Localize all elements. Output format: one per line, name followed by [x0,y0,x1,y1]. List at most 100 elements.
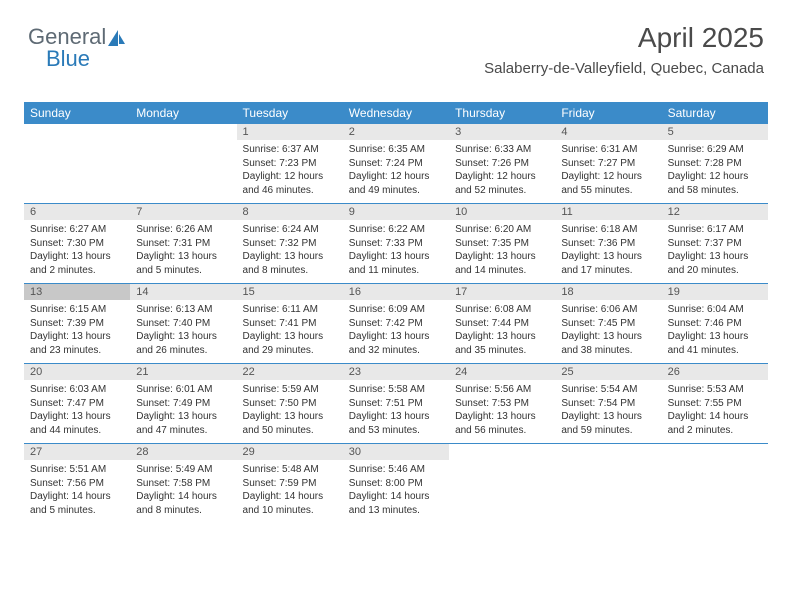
sunrise-text: Sunrise: 6:11 AM [243,303,337,317]
sunset-text: Sunset: 7:30 PM [30,237,124,251]
day-cell: 5Sunrise: 6:29 AMSunset: 7:28 PMDaylight… [662,124,768,203]
daylight-text: Daylight: 14 hours and 8 minutes. [136,490,230,517]
empty-day-cell [555,444,661,523]
day-number: 13 [24,284,130,300]
daylight-text: Daylight: 12 hours and 52 minutes. [455,170,549,197]
sunrise-text: Sunrise: 6:35 AM [349,143,443,157]
daylight-text: Daylight: 14 hours and 2 minutes. [668,410,762,437]
day-body: Sunrise: 6:13 AMSunset: 7:40 PMDaylight:… [130,300,236,363]
sunset-text: Sunset: 7:45 PM [561,317,655,331]
sunset-text: Sunset: 7:41 PM [243,317,337,331]
week-row: 27Sunrise: 5:51 AMSunset: 7:56 PMDayligh… [24,443,768,523]
daylight-text: Daylight: 13 hours and 17 minutes. [561,250,655,277]
day-number: 25 [555,364,661,380]
day-body: Sunrise: 6:15 AMSunset: 7:39 PMDaylight:… [24,300,130,363]
sunrise-text: Sunrise: 5:49 AM [136,463,230,477]
day-body: Sunrise: 6:35 AMSunset: 7:24 PMDaylight:… [343,140,449,203]
sunrise-text: Sunrise: 6:33 AM [455,143,549,157]
day-body: Sunrise: 5:58 AMSunset: 7:51 PMDaylight:… [343,380,449,443]
day-body: Sunrise: 6:26 AMSunset: 7:31 PMDaylight:… [130,220,236,283]
day-number: 28 [130,444,236,460]
weekday-header-row: SundayMondayTuesdayWednesdayThursdayFrid… [24,102,768,124]
sunset-text: Sunset: 7:46 PM [668,317,762,331]
day-number: 6 [24,204,130,220]
sunrise-text: Sunrise: 5:58 AM [349,383,443,397]
day-body: Sunrise: 6:20 AMSunset: 7:35 PMDaylight:… [449,220,555,283]
day-cell: 22Sunrise: 5:59 AMSunset: 7:50 PMDayligh… [237,364,343,443]
sunset-text: Sunset: 7:26 PM [455,157,549,171]
daylight-text: Daylight: 13 hours and 35 minutes. [455,330,549,357]
daylight-text: Daylight: 13 hours and 38 minutes. [561,330,655,357]
day-number: 15 [237,284,343,300]
logo-sail-icon [108,30,126,46]
day-body: Sunrise: 6:06 AMSunset: 7:45 PMDaylight:… [555,300,661,363]
sunrise-text: Sunrise: 6:08 AM [455,303,549,317]
day-cell: 24Sunrise: 5:56 AMSunset: 7:53 PMDayligh… [449,364,555,443]
daylight-text: Daylight: 13 hours and 23 minutes. [30,330,124,357]
sunrise-text: Sunrise: 6:17 AM [668,223,762,237]
location-subtitle: Salaberry-de-Valleyfield, Quebec, Canada [484,60,764,77]
day-number: 27 [24,444,130,460]
empty-day-cell [662,444,768,523]
daylight-text: Daylight: 14 hours and 13 minutes. [349,490,443,517]
weekday-header-cell: Monday [130,106,236,120]
day-cell: 18Sunrise: 6:06 AMSunset: 7:45 PMDayligh… [555,284,661,363]
sunrise-text: Sunrise: 6:31 AM [561,143,655,157]
day-number: 4 [555,124,661,140]
sunset-text: Sunset: 7:40 PM [136,317,230,331]
day-body: Sunrise: 6:37 AMSunset: 7:23 PMDaylight:… [237,140,343,203]
logo-text-blue: Blue [46,46,126,72]
day-cell: 19Sunrise: 6:04 AMSunset: 7:46 PMDayligh… [662,284,768,363]
day-body: Sunrise: 6:27 AMSunset: 7:30 PMDaylight:… [24,220,130,283]
empty-day-cell [449,444,555,523]
sunset-text: Sunset: 7:47 PM [30,397,124,411]
daylight-text: Daylight: 12 hours and 58 minutes. [668,170,762,197]
day-number: 9 [343,204,449,220]
day-cell: 2Sunrise: 6:35 AMSunset: 7:24 PMDaylight… [343,124,449,203]
day-cell: 20Sunrise: 6:03 AMSunset: 7:47 PMDayligh… [24,364,130,443]
day-number: 29 [237,444,343,460]
sunset-text: Sunset: 7:44 PM [455,317,549,331]
sunrise-text: Sunrise: 5:53 AM [668,383,762,397]
sunrise-text: Sunrise: 6:01 AM [136,383,230,397]
sunrise-text: Sunrise: 6:26 AM [136,223,230,237]
sunset-text: Sunset: 7:32 PM [243,237,337,251]
empty-day-cell [130,124,236,203]
sunset-text: Sunset: 7:39 PM [30,317,124,331]
weekday-header-cell: Sunday [24,106,130,120]
day-cell: 11Sunrise: 6:18 AMSunset: 7:36 PMDayligh… [555,204,661,283]
week-row: 6Sunrise: 6:27 AMSunset: 7:30 PMDaylight… [24,203,768,283]
day-body: Sunrise: 5:53 AMSunset: 7:55 PMDaylight:… [662,380,768,443]
week-row: 1Sunrise: 6:37 AMSunset: 7:23 PMDaylight… [24,124,768,203]
sunset-text: Sunset: 7:33 PM [349,237,443,251]
day-cell: 23Sunrise: 5:58 AMSunset: 7:51 PMDayligh… [343,364,449,443]
daylight-text: Daylight: 13 hours and 2 minutes. [30,250,124,277]
day-cell: 13Sunrise: 6:15 AMSunset: 7:39 PMDayligh… [24,284,130,363]
sunrise-text: Sunrise: 5:46 AM [349,463,443,477]
page-header: April 2025 Salaberry-de-Valleyfield, Que… [484,22,764,77]
sunset-text: Sunset: 7:56 PM [30,477,124,491]
empty-day-cell [24,124,130,203]
daylight-text: Daylight: 13 hours and 20 minutes. [668,250,762,277]
day-number: 21 [130,364,236,380]
day-number: 24 [449,364,555,380]
day-body: Sunrise: 6:04 AMSunset: 7:46 PMDaylight:… [662,300,768,363]
day-cell: 9Sunrise: 6:22 AMSunset: 7:33 PMDaylight… [343,204,449,283]
day-cell: 26Sunrise: 5:53 AMSunset: 7:55 PMDayligh… [662,364,768,443]
day-number: 10 [449,204,555,220]
daylight-text: Daylight: 13 hours and 14 minutes. [455,250,549,277]
day-cell: 6Sunrise: 6:27 AMSunset: 7:30 PMDaylight… [24,204,130,283]
day-body: Sunrise: 6:11 AMSunset: 7:41 PMDaylight:… [237,300,343,363]
weekday-header-cell: Wednesday [343,106,449,120]
day-cell: 29Sunrise: 5:48 AMSunset: 7:59 PMDayligh… [237,444,343,523]
sunrise-text: Sunrise: 6:13 AM [136,303,230,317]
day-body: Sunrise: 6:22 AMSunset: 7:33 PMDaylight:… [343,220,449,283]
weekday-header-cell: Friday [555,106,661,120]
day-body: Sunrise: 6:24 AMSunset: 7:32 PMDaylight:… [237,220,343,283]
day-number: 2 [343,124,449,140]
sunrise-text: Sunrise: 6:06 AM [561,303,655,317]
daylight-text: Daylight: 13 hours and 5 minutes. [136,250,230,277]
sunrise-text: Sunrise: 6:22 AM [349,223,443,237]
daylight-text: Daylight: 13 hours and 29 minutes. [243,330,337,357]
day-cell: 25Sunrise: 5:54 AMSunset: 7:54 PMDayligh… [555,364,661,443]
